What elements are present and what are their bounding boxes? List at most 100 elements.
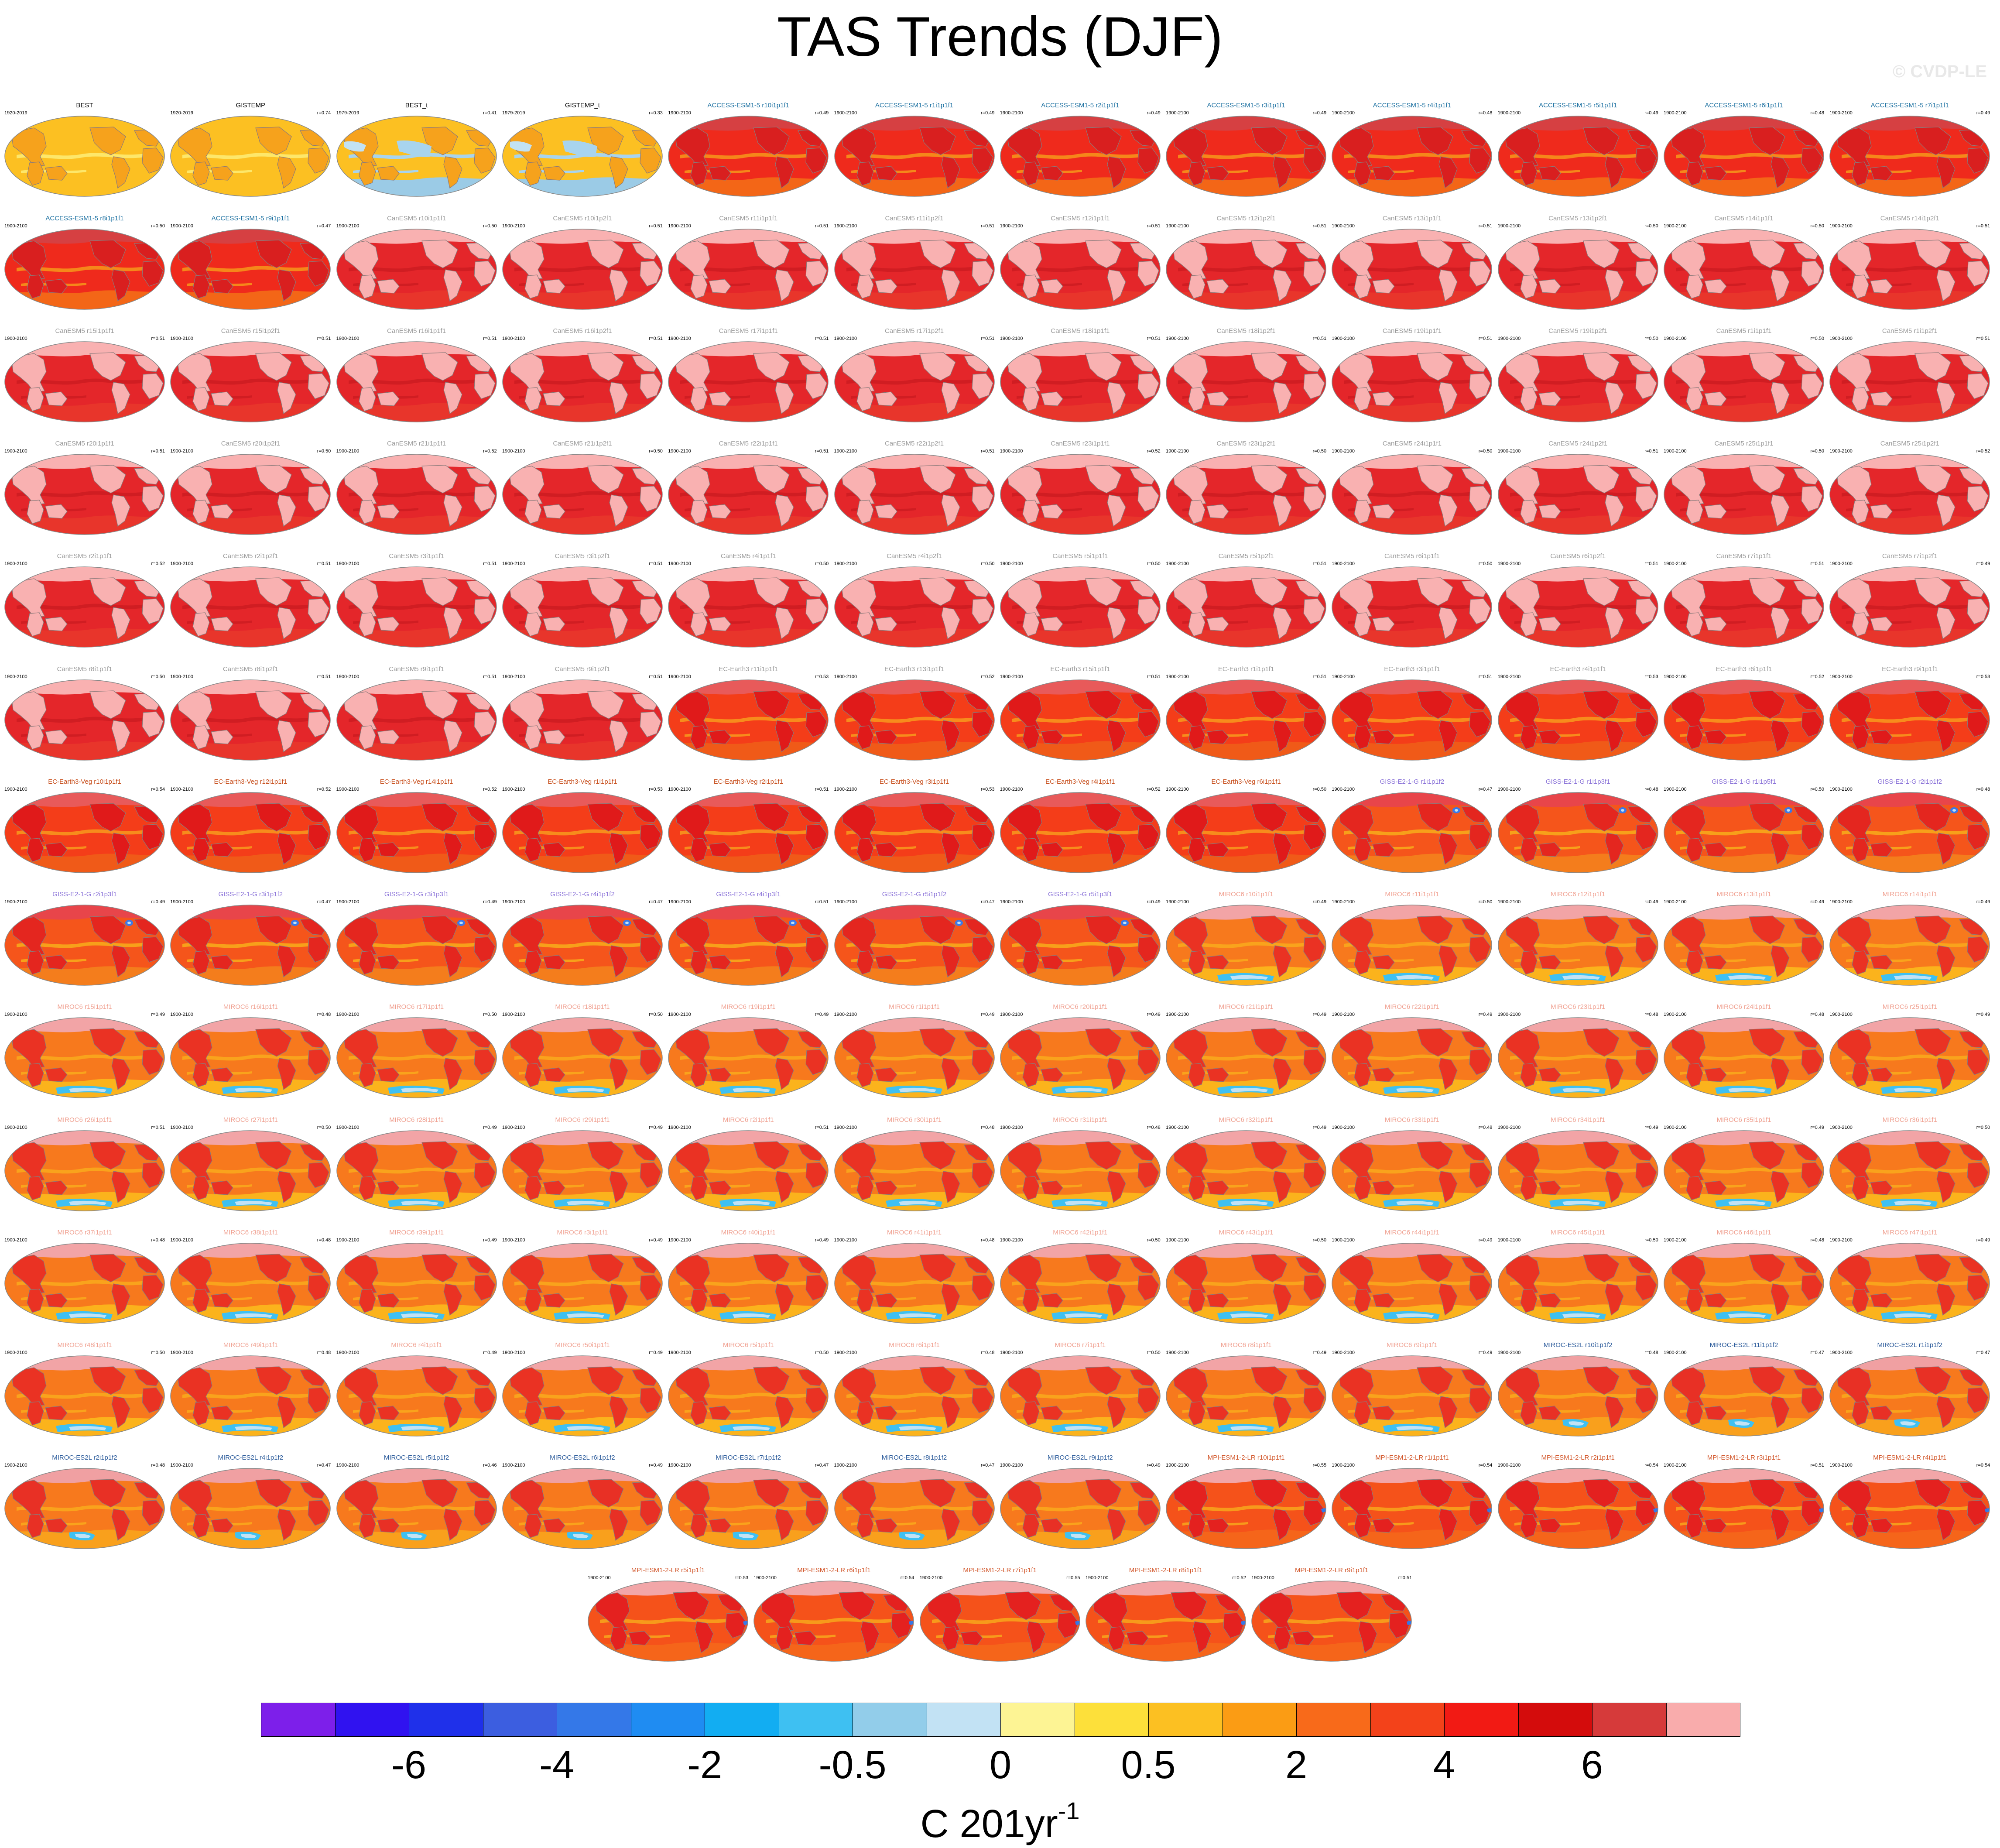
continent-north-america <box>1251 127 1288 155</box>
panel-title: MIROC6 r19i1p1f1 <box>721 1003 776 1011</box>
panel-correlation: r=0.51 <box>649 336 663 341</box>
trend-map <box>1166 116 1326 197</box>
map-panel: CanESM5 r21i1p2f1 1900-2100 r=0.50 <box>501 440 664 537</box>
panel-correlation: r=0.47 <box>1810 1350 1825 1355</box>
map-outline <box>336 1243 497 1324</box>
map-outline <box>1332 566 1493 648</box>
map-panel: MIROC6 r7i1p1f1 1900-2100 r=0.50 <box>999 1341 1161 1438</box>
map-outline <box>1000 341 1161 422</box>
panel-correlation: r=0.50 <box>1147 1350 1161 1355</box>
continent-australia <box>1870 504 1893 519</box>
continent-south-america <box>1273 494 1292 527</box>
continent-africa <box>1469 824 1491 850</box>
panel-period: 1900-2100 <box>4 674 27 679</box>
continent-australia <box>1372 955 1395 970</box>
panel-period: 1900-2100 <box>1829 1463 1853 1468</box>
continent-australia <box>1206 279 1229 294</box>
continent-africa-east <box>358 1514 376 1538</box>
continent-south-america <box>277 156 296 189</box>
panel-period: 1900-2100 <box>1332 899 1355 905</box>
continent-south-america <box>111 494 130 527</box>
map-panel: CanESM5 r5i1p1f1 1900-2100 r=0.50 <box>999 552 1161 649</box>
panel-period: 1900-2100 <box>502 674 525 679</box>
southern-ocean-region <box>668 177 829 196</box>
continent-south-america <box>609 1396 628 1429</box>
continent-south-america <box>1438 607 1458 640</box>
continent-south-america <box>1273 1283 1292 1316</box>
southern-ocean-region <box>1664 515 1824 535</box>
continent-africa-east <box>358 838 376 862</box>
map-panel: CanESM5 r13i1p2f1 1900-2100 r=0.50 <box>1497 215 1659 312</box>
colorbar-box <box>1000 1703 1075 1737</box>
continent-asia <box>1670 127 1706 167</box>
continent-africa <box>1967 1500 1989 1526</box>
map-panel: MIROC-ES2L r7i1p1f2 1900-2100 r=0.47 <box>667 1454 829 1551</box>
continent-asia <box>1007 353 1042 392</box>
continent-australia <box>709 1067 731 1082</box>
panel-correlation: r=0.48 <box>317 1350 331 1355</box>
continent-africa <box>1635 486 1657 512</box>
continent-asia <box>1338 804 1374 843</box>
southern-cold-core <box>733 1087 771 1092</box>
continent-africa-east <box>1686 725 1703 750</box>
map-panel: CanESM5 r7i1p1f1 1900-2100 r=0.51 <box>1663 552 1825 649</box>
continent-asia <box>342 1029 379 1068</box>
southern-ocean-region <box>1498 515 1658 535</box>
panel-title: EC-Earth3-Veg r4i1p1f1 <box>1045 778 1115 785</box>
southern-cold-core <box>898 1087 936 1092</box>
trend-map <box>668 792 829 873</box>
panel-correlation: r=0.49 <box>815 110 829 116</box>
continent-africa-east <box>1520 612 1538 637</box>
map-panel: CanESM5 r1i1p2f1 1900-2100 r=0.51 <box>1829 327 1991 424</box>
panel-correlation: r=0.53 <box>649 787 663 792</box>
panel-period: 1900-2100 <box>919 1575 943 1581</box>
trend-map <box>170 116 331 197</box>
continent-africa <box>640 598 661 624</box>
continent-australia <box>1538 391 1561 406</box>
continent-asia <box>675 1029 710 1068</box>
southern-cold-core <box>1900 1421 1916 1426</box>
panel-title: CanESM5 r6i1p1f1 <box>1384 552 1440 560</box>
continent-africa-east <box>1022 274 1040 299</box>
continent-australia <box>211 391 234 406</box>
panel-correlation: r=0.48 <box>317 1238 331 1243</box>
panel-title: CanESM5 r10i1p1f1 <box>387 215 446 222</box>
map-outline <box>1166 229 1326 310</box>
trend-map <box>1829 341 1990 422</box>
panel-correlation: r=0.51 <box>317 674 331 679</box>
map-outline <box>668 1468 829 1549</box>
continent-south-america <box>1107 382 1126 415</box>
continent-africa <box>640 711 661 737</box>
continent-north-america <box>753 803 790 832</box>
continent-asia <box>1172 466 1208 505</box>
panel-period: 1900-2100 <box>668 899 691 905</box>
continent-asia <box>342 1142 379 1181</box>
continent-australia <box>1041 617 1063 631</box>
panel-title: MPI-ESM1-2-LR r2i1p1f1 <box>1541 1454 1615 1461</box>
continent-south-america <box>1438 269 1458 302</box>
panel-period: 1900-2100 <box>1497 561 1521 566</box>
panel-title: MIROC6 r45i1p1f1 <box>1551 1229 1606 1236</box>
continent-africa-east <box>27 725 44 750</box>
southern-ocean-region <box>668 966 829 985</box>
continent-asia <box>1172 1029 1208 1068</box>
panel-title: CanESM5 r5i1p1f1 <box>1052 552 1108 560</box>
panel-correlation: r=0.49 <box>1810 899 1825 905</box>
panel-period: 1900-2100 <box>1166 449 1189 454</box>
panel-period: 1900-2100 <box>834 899 857 905</box>
map-outline <box>1251 1581 1412 1662</box>
continent-north-america <box>1749 1028 1785 1057</box>
continent-africa-east <box>1852 950 1869 975</box>
panel-title: CanESM5 r21i1p1f1 <box>387 440 446 447</box>
southern-ocean-region <box>1498 177 1658 196</box>
map-panel: ACCESS-ESM1-5 r3i1p1f1 1900-2100 r=0.49 <box>1165 102 1327 199</box>
panel-title: EC-Earth3-Veg r14i1p1f1 <box>380 778 453 785</box>
continent-south-america <box>1771 156 1790 189</box>
map-outline <box>170 341 331 422</box>
map-panel: CanESM5 r21i1p1f1 1900-2100 r=0.52 <box>336 440 498 537</box>
continent-africa <box>1137 1500 1159 1526</box>
map-panel: MIROC6 r4i1p1f1 1900-2100 r=0.49 <box>336 1341 498 1438</box>
panel-correlation: r=0.52 <box>483 449 497 454</box>
continent-south-america <box>1107 1058 1126 1090</box>
panel-title: MIROC6 r28i1p1f1 <box>389 1116 444 1124</box>
